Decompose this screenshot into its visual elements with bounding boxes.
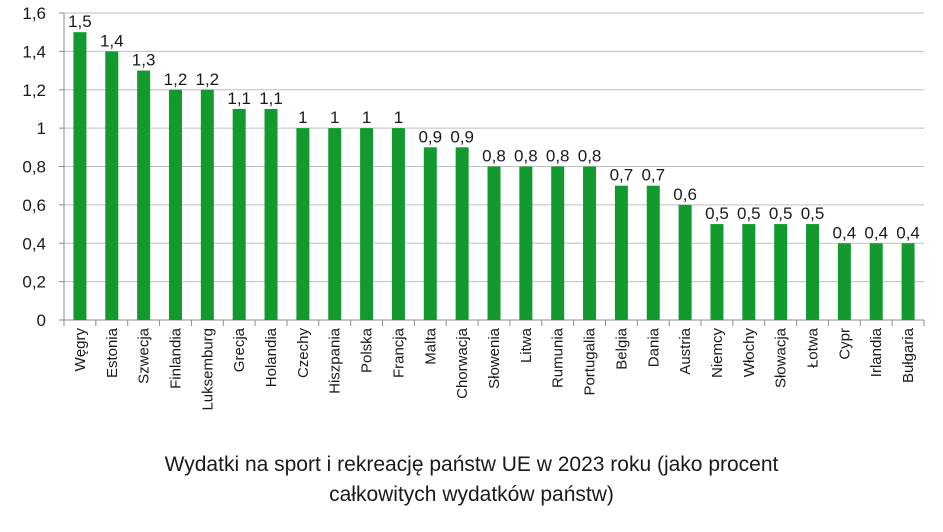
bar: [678, 204, 692, 320]
data-label: 0,9: [418, 127, 442, 146]
x-tick-label: Francja: [390, 327, 407, 378]
bar: [423, 147, 437, 320]
x-tick-label: Niemcy: [709, 328, 726, 379]
y-tick-label: 0: [37, 311, 46, 330]
x-tick-label: Chorwacja: [454, 327, 471, 399]
x-tick-label: Luksemburg: [199, 328, 216, 411]
data-label: 1,4: [100, 31, 124, 50]
data-label: 1,3: [132, 51, 156, 70]
data-label: 1,1: [227, 89, 251, 108]
data-label: 0,9: [450, 127, 474, 146]
x-tick-label: Rumunia: [550, 327, 567, 388]
data-label: 1,2: [196, 70, 220, 89]
data-label: 1: [298, 108, 307, 127]
data-label: 1: [362, 108, 371, 127]
y-tick-label: 1: [37, 119, 46, 138]
x-tick-label: Łotwa: [805, 327, 822, 368]
data-label: 0,8: [514, 147, 538, 166]
x-tick-label: Portugalia: [582, 327, 599, 395]
bar: [646, 185, 660, 320]
data-label: 0,5: [737, 204, 761, 223]
data-label: 1: [330, 108, 339, 127]
bar: [328, 128, 342, 320]
chart-caption-line-1: Wydatki na sport i rekreację państw UE w…: [164, 453, 779, 476]
bar: [391, 128, 405, 320]
x-tick-label: Słowenia: [486, 327, 503, 389]
y-tick-label: 1,4: [22, 42, 46, 61]
bar: [869, 243, 883, 320]
x-tick-label: Belgia: [613, 327, 630, 369]
y-tick-label: 1,6: [22, 4, 46, 23]
data-label: 0,8: [546, 147, 570, 166]
x-tick-label: Finlandia: [167, 327, 184, 389]
data-label: 0,5: [769, 204, 793, 223]
x-tick-label: Hiszpania: [327, 327, 344, 394]
x-tick-label: Polska: [359, 327, 376, 373]
data-label: 0,5: [705, 204, 729, 223]
data-label: 1,5: [68, 12, 92, 31]
bar: [806, 224, 820, 320]
data-label: 1,2: [164, 70, 188, 89]
bar: [232, 108, 246, 320]
x-tick-label: Malta: [422, 327, 439, 364]
bar-chart: 0 0,2 0,4 0,6 0,8 1 1,2 1,4 1,6 1,5 Węgry 1,4 Estoni…: [22, 4, 925, 411]
x-tick-label: Szwecja: [136, 327, 153, 384]
x-tick-label: Słowacja: [773, 327, 790, 388]
y-tick-label: 1,2: [22, 81, 46, 100]
y-tick-label: 0,6: [22, 196, 46, 215]
bar: [837, 243, 851, 320]
data-label: 0,7: [610, 166, 634, 185]
x-tick-label: Austria: [677, 327, 694, 374]
chart-caption-line-2: całkowitych wydatków państw): [329, 483, 614, 506]
bar: [73, 32, 87, 320]
y-tick-label: 0,4: [22, 234, 46, 253]
x-tick-label: Włochy: [741, 328, 758, 378]
bar: [614, 185, 628, 320]
x-tick-label: Irlandia: [868, 327, 885, 377]
y-tick-label: 0,2: [22, 273, 46, 292]
bar: [487, 166, 501, 320]
bar: [455, 147, 469, 320]
x-tick-label: Dania: [645, 327, 662, 367]
bar: [551, 166, 565, 320]
x-tick-label: Estonia: [104, 327, 121, 378]
x-tick-label: Węgry: [72, 328, 89, 372]
data-label: 0,6: [673, 185, 697, 204]
data-label: 0,7: [641, 166, 665, 185]
bar: [519, 166, 533, 320]
bar: [168, 89, 182, 320]
x-tick-label: Holandia: [263, 327, 280, 387]
bar: [583, 166, 597, 320]
bar: [137, 70, 151, 320]
data-label: 0,5: [801, 204, 825, 223]
x-tick-label: Czechy: [295, 328, 312, 379]
bar: [200, 89, 214, 320]
bar: [901, 243, 915, 320]
x-tick-label: Litwa: [518, 327, 535, 363]
bar: [360, 128, 374, 320]
x-tick-label: Grecja: [231, 327, 248, 372]
data-label: 0,4: [864, 223, 888, 242]
data-label: 1: [394, 108, 403, 127]
data-label: 0,8: [578, 147, 602, 166]
x-tick-label: Bułgaria: [900, 327, 917, 383]
bar: [710, 224, 724, 320]
data-label: 0,4: [833, 223, 857, 242]
x-tick-label: Cypr: [836, 328, 853, 360]
bar: [296, 128, 310, 320]
bar: [105, 51, 119, 320]
data-label: 0,8: [482, 147, 506, 166]
bar: [742, 224, 756, 320]
bar: [774, 224, 788, 320]
bar: [264, 108, 278, 320]
y-tick-label: 0,8: [22, 158, 46, 177]
data-label: 1,1: [259, 89, 283, 108]
data-label: 0,4: [896, 223, 920, 242]
